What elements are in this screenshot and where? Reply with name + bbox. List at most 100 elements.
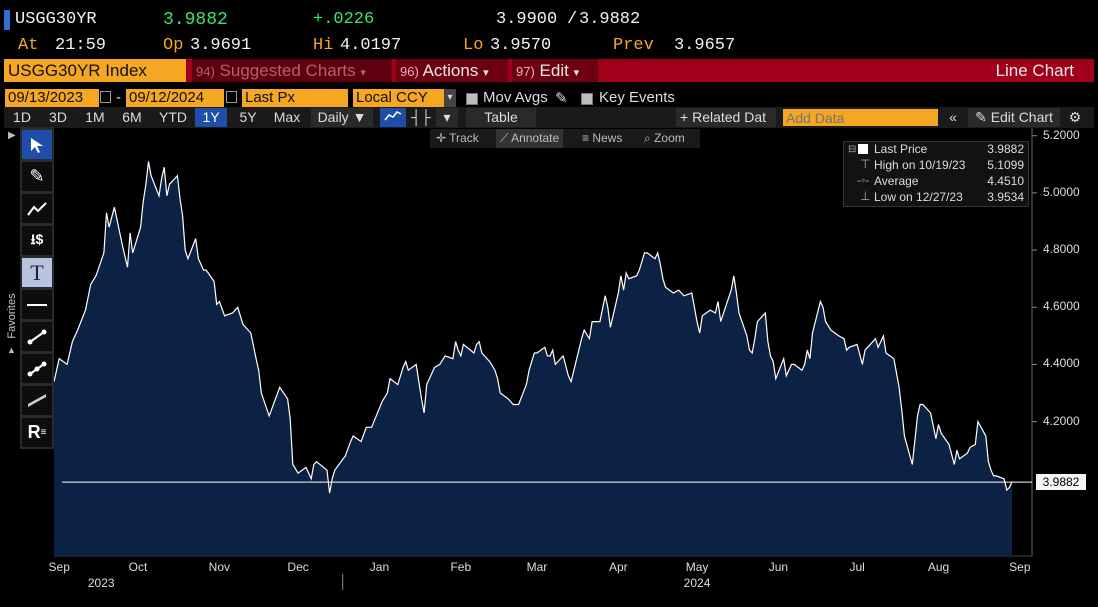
chart-legend: ⊟ Last Price 3.9882 ⊤ High on 10/19/23 5…: [843, 141, 1029, 207]
start-date-field[interactable]: 09/13/2023: [5, 89, 99, 107]
x-tick-label: Sep: [48, 560, 70, 574]
style-dropdown[interactable]: ▾: [436, 108, 458, 127]
period-1m[interactable]: 1M: [85, 109, 105, 125]
table-button[interactable]: Table: [466, 108, 536, 127]
candle-style-icon[interactable]: ┤├: [411, 109, 431, 125]
edit-menu[interactable]: 97) Edit ▾: [512, 59, 598, 82]
y-tick-label: 5.0000: [1043, 184, 1080, 199]
legend-collapse-icon[interactable]: ⊟: [848, 144, 857, 155]
open-label: Op: [163, 36, 184, 55]
favorites-collapse-icon[interactable]: ▲: [7, 345, 16, 355]
bid-price: 3.9900: [496, 10, 558, 29]
period-1d[interactable]: 1D: [13, 109, 31, 125]
legend-average-value: 4.4510: [987, 174, 1024, 188]
news-tool[interactable]: ≡ News: [582, 131, 623, 145]
suggested-charts-menu[interactable]: 94) Suggested Charts ▾: [192, 59, 392, 82]
x-tick-label: Dec: [287, 560, 309, 574]
period-1y[interactable]: 1Y: [195, 108, 227, 127]
open-value: 3.9691: [190, 36, 252, 55]
currency-selector[interactable]: Local CCY: [353, 89, 447, 107]
period-6m[interactable]: 6M: [122, 109, 142, 125]
add-data-input[interactable]: [783, 109, 938, 126]
chart-type-label: Line Chart: [995, 61, 1074, 80]
period-3d[interactable]: 3D: [49, 109, 67, 125]
high-marker-icon: ⊤: [860, 157, 871, 171]
pointer-tool-icon[interactable]: [22, 130, 52, 159]
edit-number: 97): [516, 64, 535, 79]
edit-label: Edit: [539, 61, 569, 80]
x-tick-label: Mar: [526, 560, 548, 574]
zoom-tool[interactable]: ⌕ Zoom: [644, 131, 685, 145]
legend-last-price-value: 3.9882: [987, 142, 1024, 156]
x-tick-label: Aug: [927, 560, 950, 574]
actions-number: 96): [400, 64, 419, 79]
key-events-label[interactable]: Key Events: [599, 89, 675, 106]
mov-avgs-checkbox[interactable]: [466, 93, 478, 105]
y-tick-label: 4.4000: [1043, 356, 1080, 371]
actions-menu[interactable]: 96) Actions ▾: [396, 59, 508, 82]
period-ytd[interactable]: YTD: [159, 109, 187, 125]
period-5y[interactable]: 5Y: [239, 109, 257, 125]
y-tick-label: 5.2000: [1043, 127, 1080, 142]
related-data-button[interactable]: + Related Dat: [676, 108, 776, 127]
channel-tool-icon[interactable]: [22, 386, 52, 415]
legend-low-label: Low on 12/27/23: [874, 190, 963, 204]
date-range-dash: -: [116, 89, 121, 106]
calendar-icon[interactable]: [226, 91, 237, 103]
last-price-swatch: [858, 144, 868, 154]
x-tick-label: Apr: [608, 560, 628, 574]
period-max[interactable]: Max: [273, 109, 301, 125]
chevron-down-icon: ▼: [352, 109, 367, 125]
multi-point-tool-icon[interactable]: [22, 354, 52, 383]
field-selector[interactable]: Last Px: [242, 89, 348, 107]
suggested-charts-label: Suggested Charts: [219, 61, 356, 80]
price-annotation-tool-icon[interactable]: ⭳$: [22, 226, 52, 255]
segment-tool-icon[interactable]: [22, 322, 52, 351]
x-tick-label: Jul: [849, 560, 865, 574]
x-tick-label: Feb: [450, 560, 472, 574]
text-tool-icon[interactable]: T: [22, 258, 52, 287]
favorites-label[interactable]: Favorites: [6, 286, 18, 346]
line-chart-style-icon[interactable]: [380, 108, 406, 127]
edit-chart-button[interactable]: ✎ Edit Chart: [968, 108, 1060, 127]
mov-avgs-label[interactable]: Mov Avgs: [483, 89, 548, 106]
collapse-chevron-icon[interactable]: «: [949, 109, 957, 125]
x-tick-label: May: [685, 560, 709, 574]
x-tick-label: Sep: [1009, 560, 1031, 574]
regression-tool-icon[interactable]: R ≡: [22, 418, 52, 447]
chevron-down-icon: ▾: [360, 67, 366, 79]
trendline-tool-icon[interactable]: [22, 194, 52, 223]
security-field[interactable]: USGG30YR Index: [4, 59, 186, 82]
plot-tools-bar: ✛ Track ⟋ Annotate ≡ News ⌕ Zoom: [430, 129, 700, 148]
track-label: Track: [449, 131, 479, 145]
gear-icon[interactable]: ⚙: [1068, 109, 1082, 125]
calendar-icon[interactable]: [100, 91, 111, 103]
frequency-selector[interactable]: Daily ▼: [311, 108, 373, 127]
annotate-tool[interactable]: ⟋ Annotate: [496, 129, 564, 148]
key-events-checkbox[interactable]: [581, 93, 593, 105]
chevron-down-icon[interactable]: ▾: [444, 89, 456, 107]
pencil-icon[interactable]: ✎: [555, 90, 568, 107]
pen-tool-icon[interactable]: ✎: [22, 162, 52, 191]
pencil-icon: ✎: [975, 109, 987, 125]
horizontal-line-tool-icon[interactable]: [22, 290, 52, 319]
legend-high-label: High on 10/19/23: [874, 158, 966, 172]
x-tick-label: Jan: [369, 560, 390, 574]
zoom-label: Zoom: [654, 131, 685, 145]
menu-bar: USGG30YR Index 94) Suggested Charts ▾ 96…: [4, 59, 1094, 82]
related-data-label: Related Dat: [692, 109, 767, 125]
average-marker-icon: -◦-: [857, 173, 870, 187]
low-value: 3.9570: [490, 36, 552, 55]
legend-last-price-label: Last Price: [874, 142, 928, 156]
chevron-down-icon: ▾: [483, 67, 489, 79]
palette-expand-icon[interactable]: ▶: [8, 130, 16, 141]
frequency-label: Daily: [317, 109, 349, 125]
y-tick-label: 4.8000: [1043, 242, 1080, 257]
plus-icon: +: [680, 109, 689, 125]
end-date-field[interactable]: 09/12/2024: [126, 89, 224, 107]
prev-label: Prev: [613, 36, 654, 55]
at-value: 21:59: [55, 36, 107, 55]
track-tool[interactable]: ✛ Track: [436, 131, 479, 145]
x-year-label: 2024: [683, 576, 711, 590]
